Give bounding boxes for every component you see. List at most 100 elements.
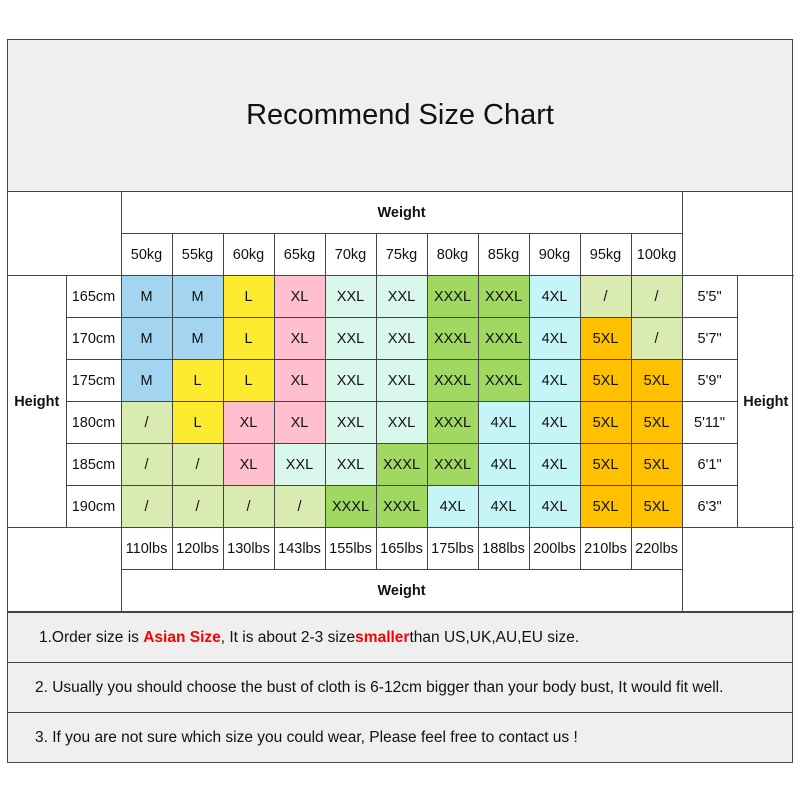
size-cell: XXL xyxy=(324,401,377,444)
kg-header: 70kg xyxy=(324,233,377,276)
size-cell: XXXL xyxy=(477,359,530,402)
note-3: 3. If you are not sure which size you co… xyxy=(8,712,792,762)
size-cell: 4XL xyxy=(477,485,530,528)
size-cell: XXL xyxy=(324,443,377,486)
size-cell: XXL xyxy=(324,317,377,360)
size-cell: 5XL xyxy=(630,443,683,486)
size-cell: XXXL xyxy=(375,485,428,528)
size-cell: M xyxy=(120,359,173,402)
size-cell: L xyxy=(222,317,275,360)
size-cell: XL xyxy=(222,443,275,486)
lbs-footer: 130lbs xyxy=(222,527,275,570)
size-cell: XXXL xyxy=(375,443,428,486)
page-title: Recommend Size Chart xyxy=(8,40,792,192)
size-cell: XXL xyxy=(375,275,428,318)
size-cell: 5XL xyxy=(579,401,632,444)
note-text: , It is about 2-3 size xyxy=(220,628,356,646)
size-cell: XXXL xyxy=(426,275,479,318)
size-cell: XXL xyxy=(375,359,428,402)
note-2: 2. Usually you should choose the bust of… xyxy=(8,662,792,712)
ft-cell: 6'1" xyxy=(681,443,738,486)
size-table: Weight 50kg 55kg 60kg 65kg 70kg 75kg 80kg 85kg 90… xyxy=(8,192,795,612)
size-cell: XXL xyxy=(375,401,428,444)
blank-cell xyxy=(681,192,795,276)
note-highlight: Asian Size xyxy=(143,628,221,646)
height-label-left: Height xyxy=(8,275,67,528)
size-cell: / xyxy=(120,443,173,486)
kg-header: 85kg xyxy=(477,233,530,276)
size-cell: 5XL xyxy=(579,359,632,402)
size-cell: 4XL xyxy=(528,317,581,360)
size-cell: XL xyxy=(222,401,275,444)
size-cell: 4XL xyxy=(528,401,581,444)
kg-header: 90kg xyxy=(528,233,581,276)
cm-cell: 175cm xyxy=(66,359,122,402)
size-cell: 4XL xyxy=(477,443,530,486)
size-cell: L xyxy=(171,359,224,402)
size-cell: 4XL xyxy=(426,485,479,528)
size-cell: 4XL xyxy=(528,485,581,528)
size-cell: / xyxy=(579,275,632,318)
size-cell: 5XL xyxy=(579,443,632,486)
size-cell: 5XL xyxy=(579,317,632,360)
size-cell: XXXL xyxy=(426,443,479,486)
size-cell: L xyxy=(222,359,275,402)
cm-cell: 180cm xyxy=(66,401,122,444)
size-cell: XXL xyxy=(324,275,377,318)
kg-header: 50kg xyxy=(121,233,173,276)
size-cell: M xyxy=(171,317,224,360)
size-cell: M xyxy=(120,317,173,360)
size-cell: 4XL xyxy=(528,443,581,486)
table-row: Height 165cm M M L XL XXL XXL XXXL XXXL 4XL //5'5" H… xyxy=(8,275,795,528)
size-cell: / xyxy=(273,485,326,528)
lbs-footer: 188lbs xyxy=(477,527,530,570)
size-cell: XXXL xyxy=(426,317,479,360)
ft-cell: 6'3" xyxy=(681,485,738,528)
size-cell: 4XL xyxy=(528,275,581,318)
height-label-right: Height xyxy=(736,275,795,528)
lbs-footer: 143lbs xyxy=(273,527,326,570)
size-cell: M xyxy=(171,275,224,318)
lbs-footer: 200lbs xyxy=(528,527,581,570)
lbs-footer: 120lbs xyxy=(171,527,224,570)
size-cell: XL xyxy=(273,359,326,402)
size-cell: XXL xyxy=(375,317,428,360)
lbs-footer: 155lbs xyxy=(324,527,377,570)
size-cell: XXL xyxy=(324,359,377,402)
note-text: than US,UK,AU,EU size. xyxy=(409,628,580,646)
weight-header: Weight xyxy=(120,192,683,234)
size-cell: XXXL xyxy=(426,359,479,402)
kg-header: 60kg xyxy=(222,233,275,276)
size-cell: XXL xyxy=(273,443,326,486)
note-highlight: smaller xyxy=(355,628,410,646)
size-cell: XL xyxy=(273,401,326,444)
table-row: 170cm M M L XL XXL XXL XXXL XXXL 4XL 5XL/5'7" xyxy=(8,317,794,360)
size-cell: / xyxy=(171,485,224,528)
weight-footer: Weight xyxy=(121,569,683,612)
size-cell: L xyxy=(171,401,224,444)
table-row: 190cm / / / / XXXL XXXL 4XL 4XL 4XL 5XL 5XL 6'3" xyxy=(8,485,794,528)
kg-header: 65kg xyxy=(273,233,326,276)
size-cell: / xyxy=(222,485,275,528)
size-cell: / xyxy=(120,485,173,528)
lbs-footer: 175lbs xyxy=(426,527,479,570)
kg-header: 100kg xyxy=(630,233,683,276)
table-row: 185cm / / XL XXL XXL XXXL XXXL 4XL 4XL 5XL 5XL 6'1" xyxy=(8,443,794,486)
size-chart: Recommend Size Chart Weight 50kg 55kg 60kg 6… xyxy=(7,39,795,763)
ft-cell: 5'9" xyxy=(681,359,738,402)
blank-cell xyxy=(8,192,122,276)
size-cell: XXXL xyxy=(324,485,377,528)
ft-cell: 5'5" xyxy=(681,275,738,318)
table-row: 180cm / L XL XL XXL XXL XXXL 4XL 4XL 5XL 5XL 5'11" xyxy=(8,401,794,444)
kg-header: 95kg xyxy=(579,233,632,276)
size-cell: M xyxy=(120,275,173,318)
ft-cell: 5'11" xyxy=(681,401,738,444)
lbs-footer: 220lbs xyxy=(630,527,683,570)
kg-header: 55kg xyxy=(171,233,224,276)
ft-cell: 5'7" xyxy=(681,317,738,360)
lbs-footer: 165lbs xyxy=(375,527,428,570)
blank-cell xyxy=(8,527,122,612)
size-cell: / xyxy=(630,317,683,360)
size-cell: XXXL xyxy=(477,275,530,318)
size-cell: L xyxy=(222,275,275,318)
